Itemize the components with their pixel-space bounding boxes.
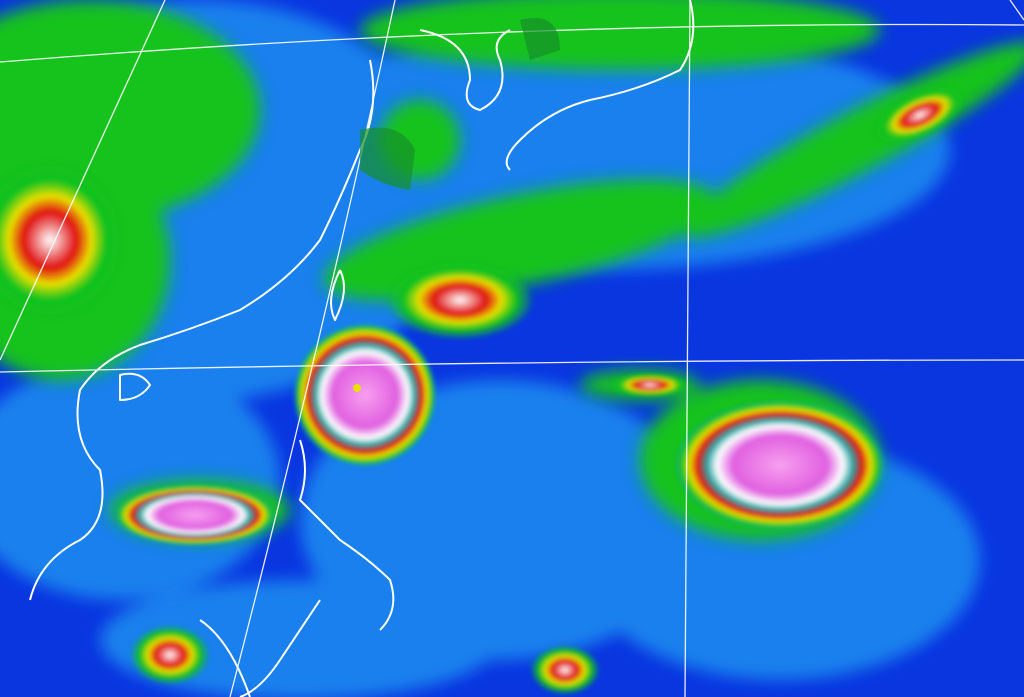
land-masses	[360, 18, 560, 190]
deep-convection	[0, 85, 967, 695]
typhoon	[293, 323, 437, 467]
typhoon-eye	[353, 384, 361, 392]
coastlines	[29, 0, 695, 697]
